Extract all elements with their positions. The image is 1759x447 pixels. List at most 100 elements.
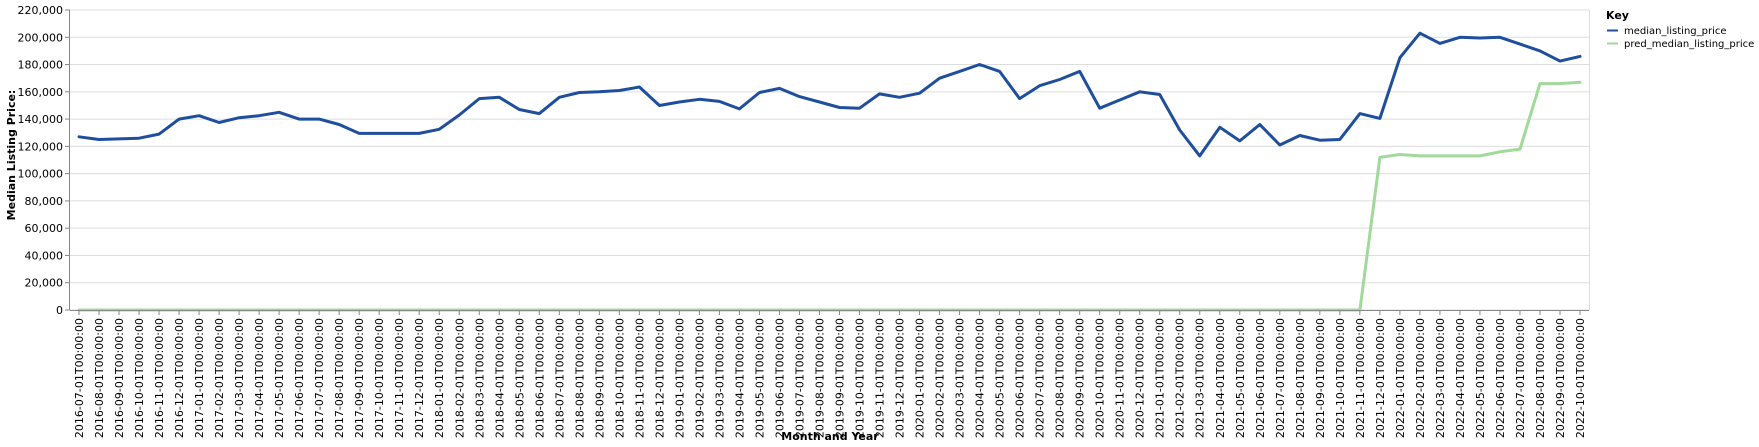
x-tick-label: 2016-12-01T00:00:00: [173, 318, 186, 438]
x-tick-label: 2018-11-01T00:00:00: [633, 318, 646, 438]
x-tick-label: 2022-04-01T00:00:00: [1454, 318, 1467, 438]
x-tick-label: 2016-08-01T00:00:00: [93, 318, 106, 438]
legend-label-pred-median-listing-price: pred_median_listing_price: [1624, 39, 1754, 50]
x-tick-label: 2018-02-01T00:00:00: [453, 318, 466, 438]
y-tick-label: 80,000: [25, 195, 64, 208]
x-tick-label: 2016-07-01T00:00:00: [73, 318, 86, 438]
x-tick-label: 2020-06-01T00:00:00: [1014, 318, 1027, 438]
x-tick-label: 2021-06-01T00:00:00: [1254, 318, 1267, 438]
x-tick-label: 2019-12-01T00:00:00: [894, 318, 907, 438]
x-tick-label: 2016-09-01T00:00:00: [113, 318, 126, 438]
x-tick-label: 2020-09-01T00:00:00: [1074, 318, 1087, 438]
x-tick-label: 2019-07-01T00:00:00: [793, 318, 806, 438]
y-tick-label: 60,000: [25, 222, 64, 235]
x-tick-labels: 2016-07-01T00:00:00 2016-08-01T00:00:00 20…: [73, 310, 1587, 438]
x-tick-label: 2017-08-01T00:00:00: [333, 318, 346, 438]
x-tick-label: 2019-06-01T00:00:00: [773, 318, 786, 438]
x-tick-label: 2020-07-01T00:00:00: [1034, 318, 1047, 438]
y-tick-label: 40,000: [25, 249, 64, 262]
x-tick-label: 2022-07-01T00:00:00: [1514, 318, 1527, 438]
x-tick-label: 2021-04-01T00:00:00: [1214, 318, 1227, 438]
series-lines: [77, 31, 1582, 312]
y-axis-title: Median Listing Price:: [5, 90, 18, 221]
x-tick-label: 2022-08-01T00:00:00: [1534, 318, 1547, 438]
y-tick-label: 160,000: [18, 86, 64, 99]
y-tick-labels: 0 20,000 40,000 60,000 80,000 100,000 120,000 1…: [18, 4, 70, 317]
x-tick-label: 2022-06-01T00:00:00: [1494, 318, 1507, 438]
y-tick-label: 220,000: [18, 4, 64, 17]
x-tick-label: 2021-02-01T00:00:00: [1174, 318, 1187, 438]
x-tick-label: 2018-07-01T00:00:00: [553, 318, 566, 438]
x-tick-label: 2018-10-01T00:00:00: [613, 318, 626, 438]
x-tick-label: 2019-01-01T00:00:00: [673, 318, 686, 438]
x-tick-label: 2022-02-01T00:00:00: [1414, 318, 1427, 438]
y-tick-label: 120,000: [18, 140, 64, 153]
x-tick-label: 2021-12-01T00:00:00: [1374, 318, 1387, 438]
x-tick-label: 2016-10-01T00:00:00: [133, 318, 146, 438]
y-tick-label: 0: [56, 304, 63, 317]
x-tick-label: 2018-05-01T00:00:00: [513, 318, 526, 438]
x-tick-label: 2020-02-01T00:00:00: [934, 318, 947, 438]
x-tick-label: 2021-05-01T00:00:00: [1234, 318, 1247, 438]
x-tick-label: 2022-05-01T00:00:00: [1474, 318, 1487, 438]
x-tick-label: 2022-01-01T00:00:00: [1394, 318, 1407, 438]
x-tick-label: 2020-08-01T00:00:00: [1054, 318, 1067, 438]
x-tick-label: 2021-01-01T00:00:00: [1154, 318, 1167, 438]
x-tick-label: 2017-04-01T00:00:00: [253, 318, 266, 438]
x-tick-label: 2020-03-01T00:00:00: [954, 318, 967, 438]
x-tick-label: 2017-10-01T00:00:00: [373, 318, 386, 438]
x-tick-label: 2021-09-01T00:00:00: [1314, 318, 1327, 438]
x-tick-label: 2018-12-01T00:00:00: [653, 318, 666, 438]
y-tick-label: 20,000: [25, 277, 64, 290]
x-tick-label: 2017-09-01T00:00:00: [353, 318, 366, 438]
x-tick-label: 2019-05-01T00:00:00: [753, 318, 766, 438]
y-tick-label: 200,000: [18, 31, 64, 44]
x-tick-label: 2017-07-01T00:00:00: [313, 318, 326, 438]
axes: [69, 10, 1590, 311]
x-tick-label: 2018-09-01T00:00:00: [593, 318, 606, 438]
y-gridlines: [70, 9, 1589, 311]
x-tick-label: 2020-12-01T00:00:00: [1134, 318, 1147, 438]
x-tick-label: 2021-03-01T00:00:00: [1194, 318, 1207, 438]
x-tick-label: 2017-12-01T00:00:00: [413, 318, 426, 438]
x-tick-label: 2018-08-01T00:00:00: [573, 318, 586, 438]
x-tick-label: 2017-05-01T00:00:00: [273, 318, 286, 438]
x-tick-label: 2022-09-01T00:00:00: [1554, 318, 1567, 438]
x-tick-label: 2017-06-01T00:00:00: [293, 318, 306, 438]
x-tick-label: 2020-05-01T00:00:00: [994, 318, 1007, 438]
x-tick-label: 2016-11-01T00:00:00: [153, 318, 166, 438]
x-tick-label: 2019-04-01T00:00:00: [733, 318, 746, 438]
x-tick-label: 2018-04-01T00:00:00: [493, 318, 506, 438]
y-tick-label: 140,000: [18, 113, 64, 126]
legend-title: Key: [1606, 9, 1629, 22]
x-tick-label: 2017-02-01T00:00:00: [213, 318, 226, 438]
x-tick-label: 2020-11-01T00:00:00: [1114, 318, 1127, 438]
x-tick-label: 2019-11-01T00:00:00: [874, 318, 887, 438]
y-tick-label: 100,000: [18, 168, 64, 181]
x-tick-label: 2017-11-01T00:00:00: [393, 318, 406, 438]
x-tick-label: 2017-01-01T00:00:00: [193, 318, 206, 438]
x-tick-label: 2020-04-01T00:00:00: [974, 318, 987, 438]
x-tick-label: 2018-01-01T00:00:00: [433, 318, 446, 438]
x-tick-label: 2018-03-01T00:00:00: [473, 318, 486, 438]
legend-label-median-listing-price: median_listing_price: [1624, 26, 1727, 37]
x-tick-label: 2019-02-01T00:00:00: [693, 318, 706, 438]
x-tick-label: 2020-10-01T00:00:00: [1094, 318, 1107, 438]
x-tick-label: 2019-08-01T00:00:00: [813, 318, 826, 438]
x-tick-label: 2021-10-01T00:00:00: [1334, 318, 1347, 438]
x-tick-label: 2019-10-01T00:00:00: [854, 318, 867, 438]
x-tick-label: 2019-03-01T00:00:00: [713, 318, 726, 438]
x-tick-label: 2017-03-01T00:00:00: [233, 318, 246, 438]
x-tick-label: 2021-07-01T00:00:00: [1274, 318, 1287, 438]
x-tick-label: 2018-06-01T00:00:00: [533, 318, 546, 438]
x-tick-label: 2019-09-01T00:00:00: [834, 318, 847, 438]
x-tick-label: 2021-11-01T00:00:00: [1354, 318, 1367, 438]
legend: Key median_listing_price pred_median_lis…: [1606, 9, 1754, 50]
y-tick-label: 180,000: [18, 59, 64, 72]
series-line-pred-median-listing-price: [77, 80, 1582, 312]
x-axis-title: Month and Year: [781, 430, 879, 443]
x-tick-label: 2022-10-01T00:00:00: [1574, 318, 1587, 438]
series-line-median-listing-price: [77, 31, 1582, 158]
x-tick-label: 2021-08-01T00:00:00: [1294, 318, 1307, 438]
